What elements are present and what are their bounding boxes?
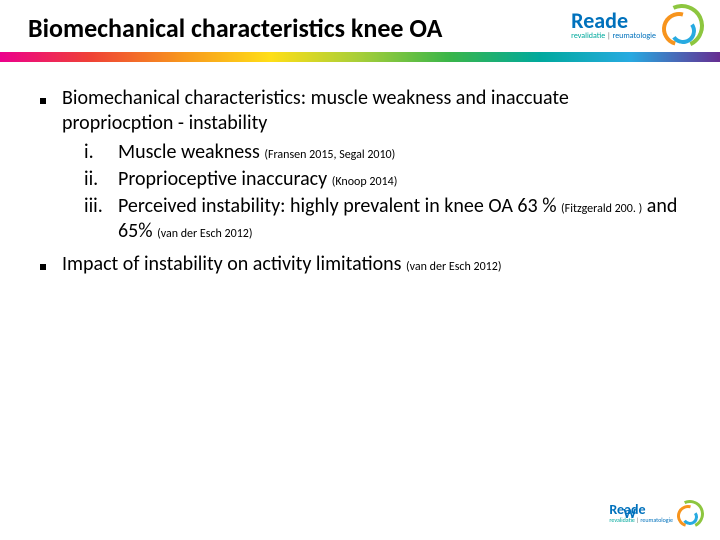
bullet-icon [40, 98, 46, 104]
sub-iii: iii. Perceived instability: highly preva… [84, 194, 680, 244]
bullet-2: Impact of instability on activity limita… [40, 252, 680, 277]
sub-iii-numeral: iii. [84, 194, 118, 219]
sub-ii-text: Proprioceptive inaccuracy (Knoop 2014) [118, 167, 680, 192]
bullet-icon [40, 264, 46, 270]
sub-i-numeral: i. [84, 140, 118, 165]
bullet-1-sublist: i. Muscle weakness (Fransen 2015, Segal … [84, 140, 680, 244]
sub-iii-cite-a: (Fitzgerald 200. ) [561, 202, 642, 216]
logo-bottom: Reade revalidatie | reumatologie [609, 500, 702, 526]
sub-ii-numeral: ii. [84, 167, 118, 192]
sub-iii-body-a: Perceived instability: highly prevalent … [118, 194, 561, 218]
logo-text-block: Reade revalidatie | reumatologie [571, 10, 656, 40]
bullet-1: Biomechanical characteristics: muscle we… [40, 86, 680, 136]
sub-iii-cite-b: (van der Esch 2012) [157, 227, 252, 241]
logo-word: Reade [571, 10, 656, 32]
sub-iii-text: Perceived instability: highly prevalent … [118, 194, 680, 244]
logo-tag-rev: revalidatie [571, 31, 605, 41]
sub-i-cite: (Fransen 2015, Segal 2010) [264, 148, 395, 162]
rainbow-bar [0, 52, 720, 62]
logo-word: Reade [609, 503, 673, 517]
swirl-icon [660, 4, 702, 46]
logo-top: Reade revalidatie | reumatologie [571, 4, 702, 46]
sub-ii-cite: (Knoop 2014) [332, 175, 398, 189]
logo-tagline: revalidatie | reumatologie [571, 32, 656, 40]
sub-ii: ii. Proprioceptive inaccuracy (Knoop 201… [84, 167, 680, 192]
sub-i-body: Muscle weakness [118, 140, 264, 164]
bullet-1-text: Biomechanical characteristics: muscle we… [62, 86, 680, 136]
slide: Reade revalidatie | reumatologie Biomech… [0, 0, 720, 540]
bullet-2-cite: (van der Esch 2012) [406, 260, 501, 274]
logo-tag-rev: revalidatie [609, 516, 635, 524]
bullet-2-text: Impact of instability on activity limita… [62, 252, 680, 277]
logo-tagline: revalidatie | reumatologie [609, 517, 673, 523]
content-region: Biomechanical characteristics: muscle we… [0, 62, 720, 277]
logo-text-block: Reade revalidatie | reumatologie [609, 503, 673, 523]
sub-i-text: Muscle weakness (Fransen 2015, Segal 201… [118, 140, 680, 165]
logo-tag-reum: reumatologie [640, 516, 673, 524]
bullet-2-body: Impact of instability on activity limita… [62, 252, 406, 276]
sub-ii-body: Proprioceptive inaccuracy [118, 167, 332, 191]
logo-tag-reum: reumatologie [613, 31, 656, 41]
swirl-icon [676, 500, 702, 526]
sub-i: i. Muscle weakness (Fransen 2015, Segal … [84, 140, 680, 165]
